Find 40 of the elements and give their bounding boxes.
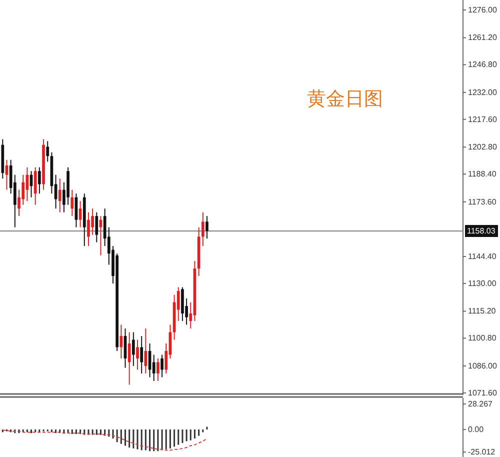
candlestick [206,216,208,240]
y-tick-label: 0.00 [468,424,484,434]
y-tick-label: 1130.00 [468,279,497,288]
y-tick-label: 1246.80 [468,60,498,70]
y-tick-label: 1188.40 [468,170,497,179]
y-tick-label: 1217.60 [468,114,498,124]
candlestick [156,358,160,382]
y-tick-label: 1144.40 [468,252,497,262]
y-tick-label: 1261.20 [468,33,498,42]
candlestick [70,189,74,217]
candlestick [160,354,164,378]
y-tick-label: 1276.00 [468,5,498,14]
candlestick [87,212,90,247]
candlestick [152,354,156,382]
candlestick [140,335,144,374]
y-tick-label: 28.267 [468,399,494,408]
candlestick [22,174,25,206]
candlestick [201,212,204,247]
candlestick [38,166,41,194]
y-tick-label: 1202.80 [468,142,498,152]
candlestick [120,324,123,359]
candlestick [46,140,50,162]
y-tick-label: -25.012 [468,448,496,457]
candlestick [95,212,98,243]
candlestick [26,166,29,202]
y-tick-label: 1086.00 [468,361,498,370]
y-tick-label: 1173.60 [468,197,497,206]
candlestick [34,166,37,206]
y-tick-label: 1100.80 [468,334,497,343]
candlestick [91,208,94,236]
y-tick-label: 1115.20 [468,306,496,316]
text: 黄金日图 [307,88,383,110]
candlestick [128,332,131,386]
candlestick [132,332,135,366]
ref-line-label: 1158.03 [467,226,496,236]
candlestick [58,178,62,213]
y-tick-label: 1232.00 [468,88,498,97]
candlestick [136,339,139,370]
y-tick-label: 1071.60 [468,388,498,398]
line-series [2,430,208,451]
